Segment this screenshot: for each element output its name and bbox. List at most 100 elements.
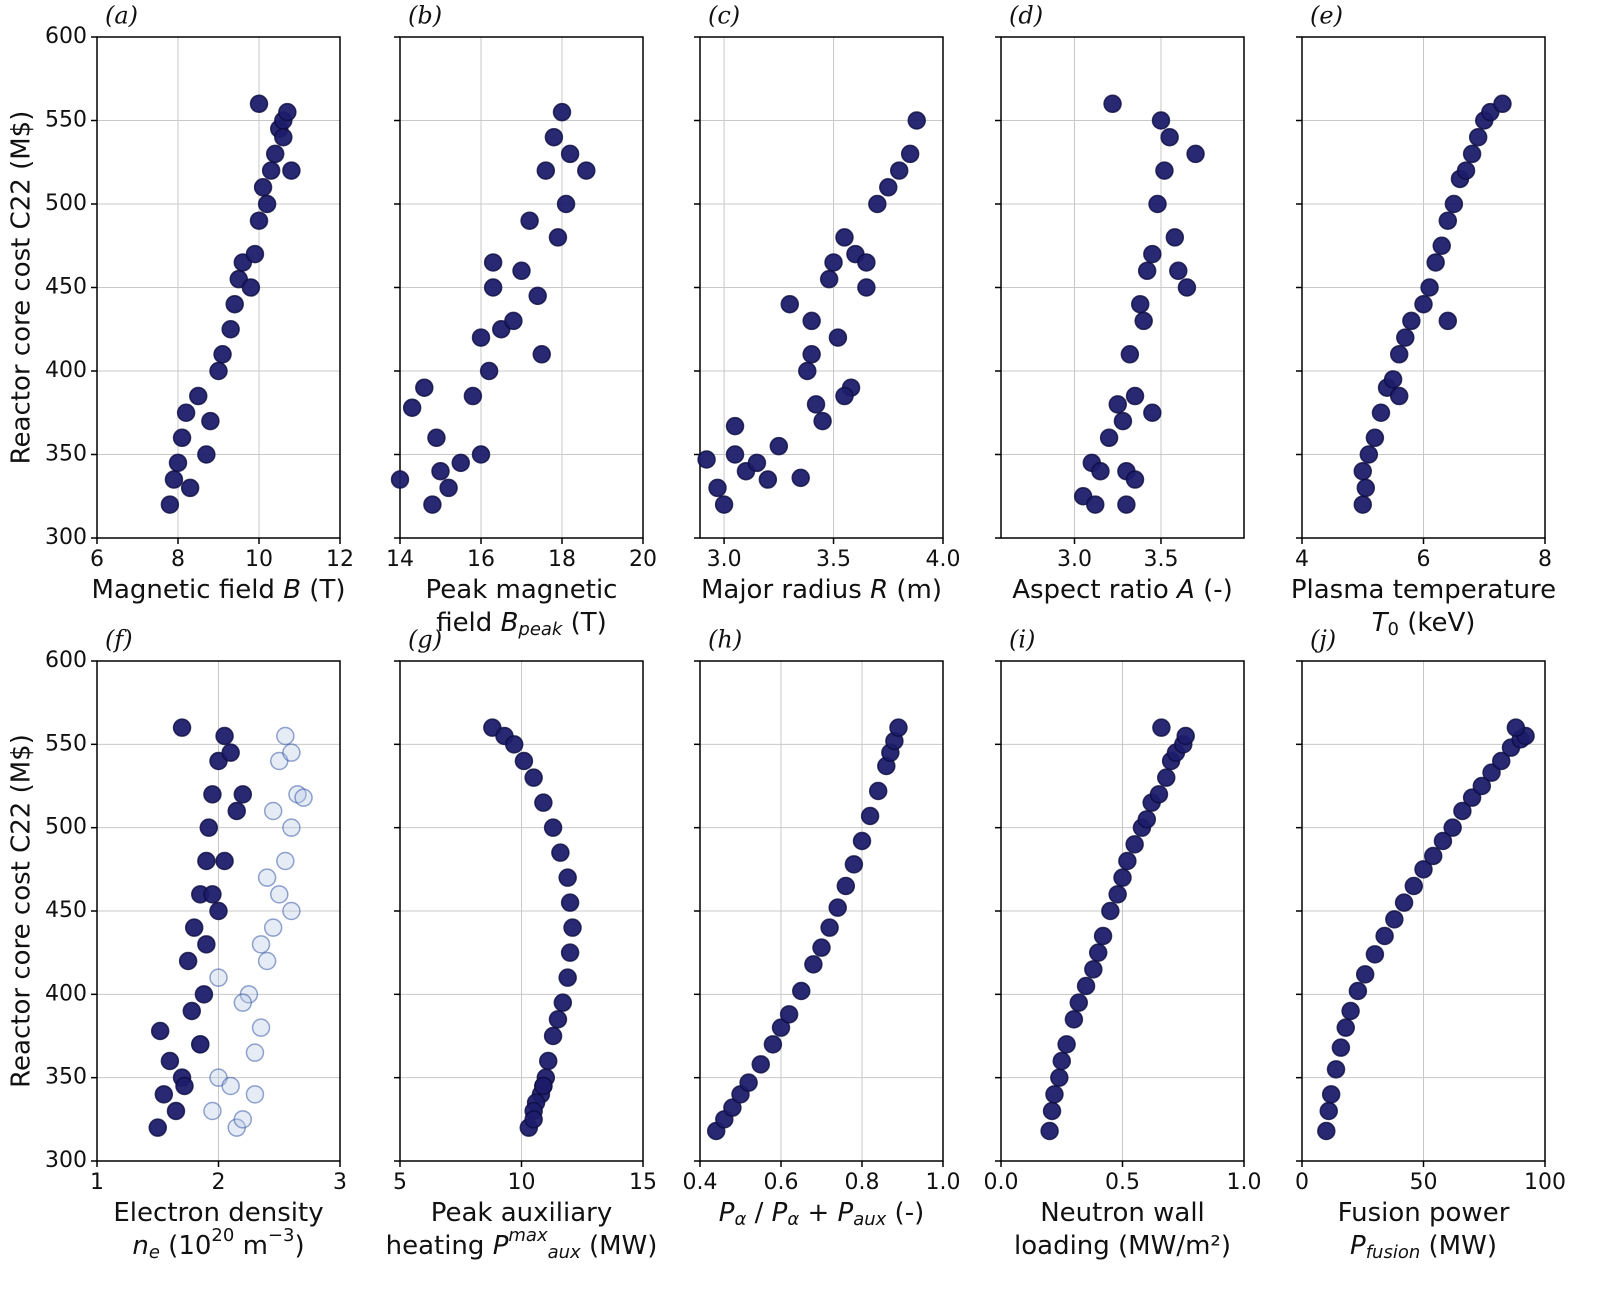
scatter-point	[543, 818, 563, 837]
scatter-point	[251, 935, 271, 954]
scatter-point	[172, 718, 192, 737]
scatter-point	[209, 901, 228, 921]
x-tick-label: 3.0	[1057, 547, 1092, 572]
scatter-point	[215, 851, 234, 871]
scatter-point	[548, 228, 568, 247]
scatter-point	[544, 127, 564, 147]
x-axis-label-part: P	[1350, 1231, 1366, 1261]
y-tick-label: 400	[45, 981, 87, 1006]
scatter-point	[463, 386, 483, 406]
scatter-point	[1319, 1101, 1338, 1121]
panel-title: (f)	[105, 626, 133, 654]
x-axis-label-part: field	[436, 608, 500, 638]
scatter-point	[763, 1035, 783, 1054]
scatter-point	[1356, 478, 1376, 498]
scatter-point	[534, 1076, 553, 1096]
scatter-point	[197, 445, 216, 464]
scatter-point	[560, 943, 580, 962]
scatter-point	[812, 938, 831, 957]
scatter-point	[1148, 194, 1167, 214]
scatter-point	[164, 470, 184, 489]
x-axis-label-part: Fusion power	[1338, 1198, 1510, 1228]
scatter-point	[553, 993, 573, 1012]
scatter-point	[1103, 94, 1122, 114]
x-axis-label-part: B	[501, 608, 519, 638]
scatter-point	[769, 436, 789, 456]
scatter-point	[203, 785, 222, 804]
x-axis-label-part: P	[493, 1231, 509, 1261]
scatter-point	[431, 461, 450, 481]
y-tick-label: 600	[45, 648, 87, 673]
x-tick-label: 16	[467, 547, 495, 572]
x-tick-label: 4	[1295, 547, 1309, 572]
scatter-point	[1353, 461, 1372, 481]
x-axis-label: field Bpeak (T)	[436, 608, 607, 641]
x-axis-label: Aspect ratio A (-)	[1012, 575, 1233, 605]
x-tick-label: 15	[629, 1170, 657, 1195]
scatter-point	[249, 94, 269, 114]
scatter-point	[197, 851, 216, 871]
scatter-point	[189, 386, 208, 406]
scatter-point	[479, 361, 499, 381]
scatter-point	[802, 311, 821, 331]
scatter-point	[1326, 1060, 1346, 1079]
scatter-point	[270, 885, 289, 904]
x-axis-label-part: α	[734, 1209, 746, 1230]
scatter-point	[257, 951, 277, 971]
x-axis-label-part: Aspect ratio	[1012, 575, 1177, 605]
x-axis-label-part: Major radius	[701, 575, 870, 605]
scatter-point	[512, 261, 531, 281]
scatter-point	[1389, 386, 1409, 406]
scatter-point	[294, 788, 313, 807]
scatter-point	[191, 1035, 210, 1054]
panel-title: (e)	[1310, 2, 1343, 30]
x-tick-label: 10	[508, 1170, 536, 1195]
scatter-point	[1057, 1035, 1076, 1054]
scatter-point	[1423, 846, 1443, 866]
scatter-point	[1506, 718, 1526, 737]
scatter-point	[402, 398, 422, 417]
x-axis-label-part: m	[234, 1231, 268, 1261]
scatter-point	[802, 345, 821, 364]
y-tick-label: 550	[45, 731, 87, 756]
x-axis-label-part: loading (MW/m²)	[1014, 1231, 1231, 1261]
y-axis-label: Reactor core cost C22 (M$)	[7, 111, 37, 465]
scatter-point	[1069, 993, 1089, 1012]
scatter-point	[804, 955, 823, 974]
x-tick-label: 100	[1524, 1170, 1566, 1195]
scatter-point	[227, 801, 246, 821]
x-axis-label: ne (1020 m−3)	[132, 1225, 304, 1263]
scatter-point	[835, 386, 854, 406]
y-tick-label: 300	[45, 525, 87, 550]
scatter-point	[1152, 718, 1171, 737]
scatter-point	[1394, 893, 1414, 912]
x-axis-label-part: (keV)	[1399, 608, 1475, 638]
x-tick-label: 2	[212, 1170, 226, 1195]
x-tick-label: 0.4	[683, 1170, 718, 1195]
scatter-point	[1149, 785, 1169, 804]
x-axis-label-part: peak	[517, 619, 564, 640]
x-axis-label: Electron density	[113, 1198, 323, 1228]
scatter-point	[806, 395, 826, 414]
scatter-point	[725, 445, 745, 464]
scatter-point	[868, 194, 887, 214]
x-axis-label-part: (-)	[1195, 575, 1233, 605]
scatter-point	[857, 253, 876, 272]
scatter-point	[1088, 943, 1108, 962]
scatter-point	[558, 868, 577, 887]
scatter-point	[551, 843, 570, 862]
scatter-point	[245, 1043, 265, 1062]
panel-title: (h)	[708, 626, 742, 654]
x-axis-label: Magnetic field B (T)	[92, 575, 346, 605]
x-axis-label-part: T	[1372, 608, 1390, 638]
scatter-point	[221, 320, 240, 339]
scatter-point	[194, 985, 214, 1004]
x-axis-label: Peak magnetic	[426, 575, 618, 605]
scatter-point	[725, 416, 745, 436]
scatter-point	[276, 726, 295, 746]
scatter-point	[1108, 885, 1127, 904]
y-tick-label: 500	[45, 191, 87, 216]
scatter-point	[225, 294, 244, 314]
scatter-point	[1385, 910, 1404, 929]
axes-frame	[96, 36, 341, 539]
